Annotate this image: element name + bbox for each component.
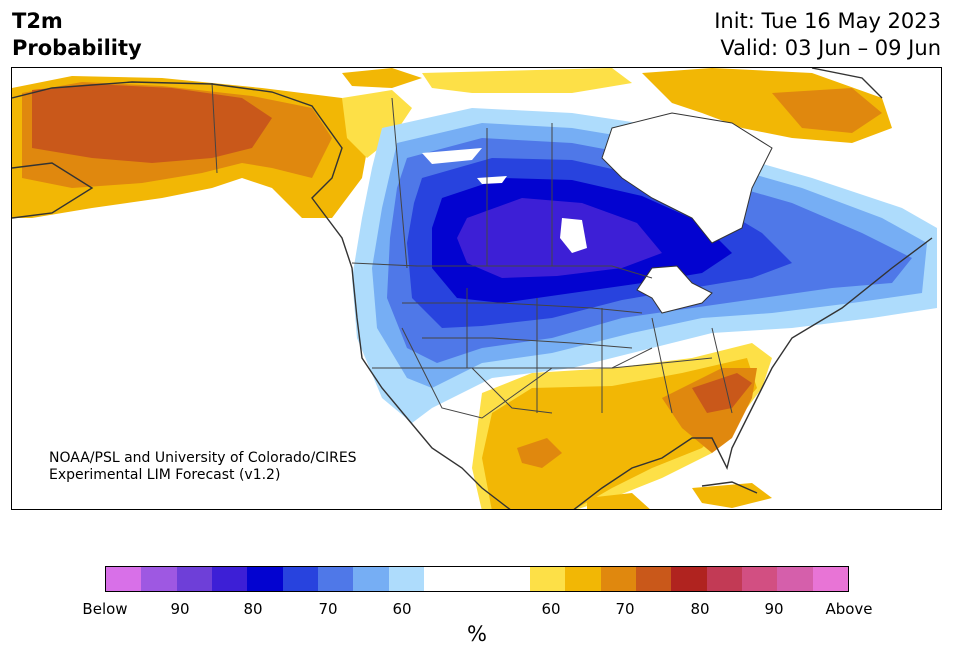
map-title: T2m Probability: [12, 8, 142, 62]
colorbar-tick-below: Below: [82, 600, 128, 618]
colorbar-unit: %: [467, 622, 487, 646]
colorbar-swatch: [600, 567, 636, 591]
coastlines: [12, 68, 933, 509]
greenland-warm-anomaly: [342, 68, 892, 143]
valid-period: Valid: 03 Jun – 09 Jun: [720, 36, 941, 60]
colorbar-swatch: [176, 567, 212, 591]
colorbar-tick-above-70: 70: [615, 600, 635, 618]
colorbar-swatch: [317, 567, 354, 591]
colorbar-swatch: [777, 567, 813, 591]
credit-line2: Experimental LIM Forecast (v1.2): [49, 467, 281, 483]
title-variable: T2m: [12, 9, 63, 33]
map-canvas: [12, 68, 941, 509]
colorbar-swatch: [388, 567, 424, 591]
forecast-credit: NOAA/PSL and University of Colorado/CIRE…: [49, 450, 357, 484]
colorbar-tick-below-90: 90: [170, 600, 190, 618]
colorbar-swatch: [353, 567, 389, 591]
colorbar-swatch: [706, 567, 742, 591]
colorbar-swatch: [671, 567, 707, 591]
colorbar-tick-above: Above: [825, 600, 873, 618]
colorbar-tick-below-60: 60: [392, 600, 412, 618]
colorbar-swatch: [211, 567, 248, 591]
political-borders: [211, 82, 733, 419]
colorbar-swatch: [565, 567, 601, 591]
init-date: Init: Tue 16 May 2023: [714, 9, 941, 33]
colorbar-tick-below-70: 70: [318, 600, 338, 618]
alaska-warm-anomaly: [12, 76, 412, 218]
probability-map: [11, 67, 942, 510]
water-bodies: [422, 112, 773, 314]
colorbar-tick-below-80: 80: [243, 600, 263, 618]
colorbar-tick-above-80: 80: [690, 600, 710, 618]
south-warm-anomaly: [472, 343, 772, 509]
colorbar-swatch: [529, 567, 566, 591]
credit-line1: NOAA/PSL and University of Colorado/CIRE…: [49, 450, 357, 466]
colorbar-swatch: [282, 567, 318, 591]
colorbar-swatch: [635, 567, 672, 591]
colorbar-tick-above-60: 60: [541, 600, 561, 618]
colorbar-swatch: [423, 567, 530, 591]
colorbar-swatch: [741, 567, 778, 591]
colorbar-swatch: [106, 567, 142, 591]
probability-colorbar: [105, 566, 849, 592]
colorbar-swatch: [247, 567, 283, 591]
colorbar-swatch: [141, 567, 177, 591]
forecast-dates: Init: Tue 16 May 2023 Valid: 03 Jun – 09…: [714, 8, 941, 62]
colorbar-swatch: [812, 567, 848, 591]
title-metric: Probability: [12, 36, 142, 60]
colorbar-tick-above-90: 90: [764, 600, 784, 618]
